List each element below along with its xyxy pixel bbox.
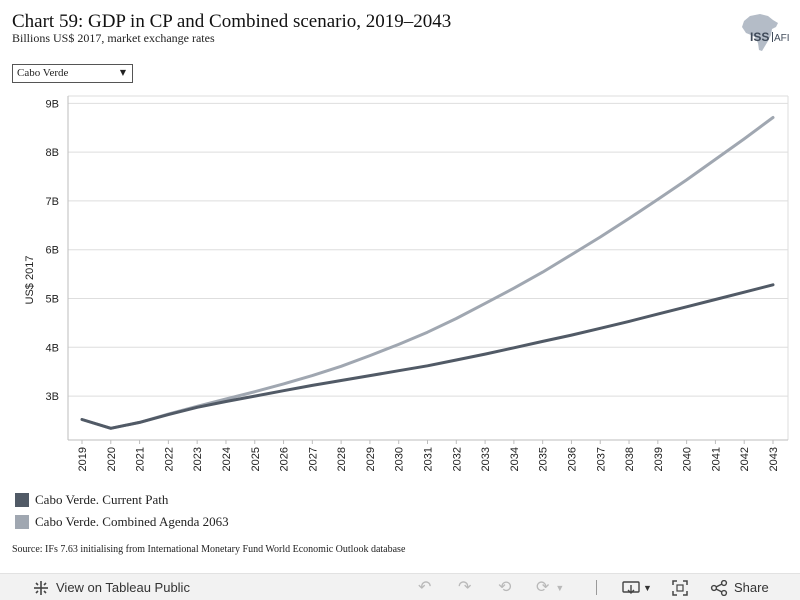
page-subtitle: Billions US$ 2017, market exchange rates: [12, 31, 215, 45]
share-button[interactable]: Share: [710, 578, 769, 597]
view-on-tableau-button[interactable]: View on Tableau Public: [32, 578, 190, 597]
redo-icon: ↷: [458, 579, 472, 596]
x-tick-label: 2022: [163, 447, 175, 471]
x-axis-ticks: 2019 2020 2021 2022 2023 2024 2025 2026 2027 2028…: [77, 440, 780, 471]
x-tick-label: 2038: [624, 447, 636, 471]
revert-button[interactable]: ⟲: [498, 578, 511, 597]
source-note: Source: IFs 7.63 initialising from Inter…: [12, 544, 406, 555]
refresh-button[interactable]: ⟳ ▼: [536, 578, 564, 597]
y-axis-ticks: 3B 4B 5B 6B 7B 8B 9B: [46, 98, 59, 403]
chevron-down-icon: ▼: [119, 68, 126, 77]
iss-afi-logo: ISS AFI: [742, 14, 790, 51]
x-tick-label: 2026: [279, 447, 291, 471]
y-tick-label: 4B: [46, 342, 59, 354]
legend-label-current-path: Cabo Verde. Current Path: [35, 492, 169, 507]
x-tick-label: 2028: [336, 447, 348, 471]
legend-label-combined: Cabo Verde. Combined Agenda 2063: [35, 514, 229, 529]
fullscreen-icon: [672, 579, 688, 596]
axes: [67, 96, 788, 441]
x-tick-label: 2043: [768, 447, 780, 471]
logo-text-afi: AFI: [774, 33, 790, 44]
x-tick-label: 2040: [682, 447, 694, 471]
undo-button[interactable]: ↶: [418, 578, 431, 597]
legend-item-combined[interactable]: Cabo Verde. Combined Agenda 2063: [15, 514, 229, 530]
x-tick-label: 2021: [135, 447, 147, 471]
fullscreen-button[interactable]: [672, 578, 688, 597]
x-tick-label: 2033: [480, 447, 492, 471]
legend-swatch-combined: [15, 515, 29, 529]
y-tick-label: 3B: [46, 391, 59, 403]
x-tick-label: 2019: [77, 447, 89, 471]
share-label: Share: [734, 580, 769, 595]
share-icon: [710, 579, 728, 596]
tableau-icon: [34, 580, 48, 595]
logo-text-iss: ISS: [750, 30, 769, 44]
view-on-tableau-label: View on Tableau Public: [56, 580, 190, 595]
y-tick-label: 6B: [46, 245, 59, 257]
x-tick-label: 2024: [221, 447, 233, 471]
series-line-current-path: [80, 283, 775, 430]
x-tick-label: 2025: [250, 447, 262, 471]
x-tick-label: 2042: [739, 447, 751, 471]
x-tick-label: 2031: [423, 447, 435, 471]
download-button[interactable]: ▼: [622, 578, 652, 597]
redo-button[interactable]: ↷: [458, 578, 471, 597]
country-select-value: Cabo Verde: [17, 67, 69, 79]
country-select[interactable]: Cabo Verde ▼: [12, 64, 133, 83]
x-tick-label: 2030: [394, 447, 406, 471]
refresh-icon: ⟳: [536, 579, 550, 596]
toolbar-divider: [596, 580, 597, 595]
x-tick-label: 2029: [365, 447, 377, 471]
y-tick-label: 7B: [46, 196, 59, 208]
x-tick-label: 2036: [566, 447, 578, 471]
x-tick-label: 2041: [710, 447, 722, 471]
x-tick-label: 2032: [451, 447, 463, 471]
x-tick-label: 2037: [595, 447, 607, 471]
grid: [68, 95, 789, 440]
tableau-toolbar: View on Tableau Public ↶ ↷ ⟲ ⟳ ▼ ▼ Share: [0, 573, 800, 600]
y-axis-label: US$ 2017: [24, 256, 36, 305]
chevron-down-icon: ▼: [555, 582, 565, 593]
page-title: Chart 59: GDP in CP and Combined scenari…: [12, 11, 452, 32]
x-tick-label: 2023: [192, 447, 204, 471]
x-tick-label: 2035: [538, 447, 550, 471]
chevron-down-icon: ▼: [643, 582, 652, 593]
x-tick-label: 2039: [653, 447, 665, 471]
y-tick-label: 8B: [46, 147, 59, 159]
series: [80, 116, 775, 430]
revert-icon: ⟲: [498, 579, 512, 596]
y-tick-label: 9B: [46, 98, 59, 110]
undo-icon: ↶: [418, 579, 432, 596]
x-tick-label: 2034: [509, 447, 521, 471]
africa-map-icon: [742, 14, 778, 51]
x-tick-label: 2020: [106, 447, 118, 471]
x-tick-label: 2027: [307, 447, 319, 471]
download-icon: [622, 580, 640, 594]
legend-item-current-path[interactable]: Cabo Verde. Current Path: [15, 492, 168, 508]
y-tick-label: 5B: [46, 293, 59, 305]
legend-swatch-current-path: [15, 493, 29, 507]
series-line-combined: [80, 116, 775, 430]
